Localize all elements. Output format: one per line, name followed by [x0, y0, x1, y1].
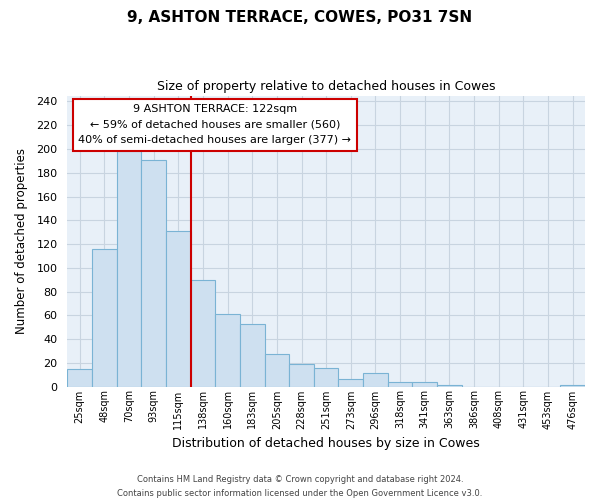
- Title: Size of property relative to detached houses in Cowes: Size of property relative to detached ho…: [157, 80, 496, 93]
- Y-axis label: Number of detached properties: Number of detached properties: [15, 148, 28, 334]
- Bar: [116, 152, 141, 386]
- Bar: [338, 380, 363, 386]
- Bar: [67, 368, 92, 386]
- Bar: [289, 364, 314, 386]
- Bar: [265, 354, 289, 386]
- Bar: [240, 324, 265, 386]
- Bar: [215, 314, 240, 386]
- X-axis label: Distribution of detached houses by size in Cowes: Distribution of detached houses by size …: [172, 437, 480, 450]
- Bar: [166, 231, 191, 386]
- Text: Contains HM Land Registry data © Crown copyright and database right 2024.
Contai: Contains HM Land Registry data © Crown c…: [118, 476, 482, 498]
- Text: 9, ASHTON TERRACE, COWES, PO31 7SN: 9, ASHTON TERRACE, COWES, PO31 7SN: [127, 10, 473, 25]
- Bar: [363, 374, 388, 386]
- Text: 9 ASHTON TERRACE: 122sqm
← 59% of detached houses are smaller (560)
40% of semi-: 9 ASHTON TERRACE: 122sqm ← 59% of detach…: [79, 104, 352, 146]
- Bar: [141, 160, 166, 386]
- Bar: [191, 280, 215, 386]
- Bar: [314, 368, 338, 386]
- Bar: [412, 382, 437, 386]
- Bar: [388, 382, 412, 386]
- Bar: [92, 249, 116, 386]
